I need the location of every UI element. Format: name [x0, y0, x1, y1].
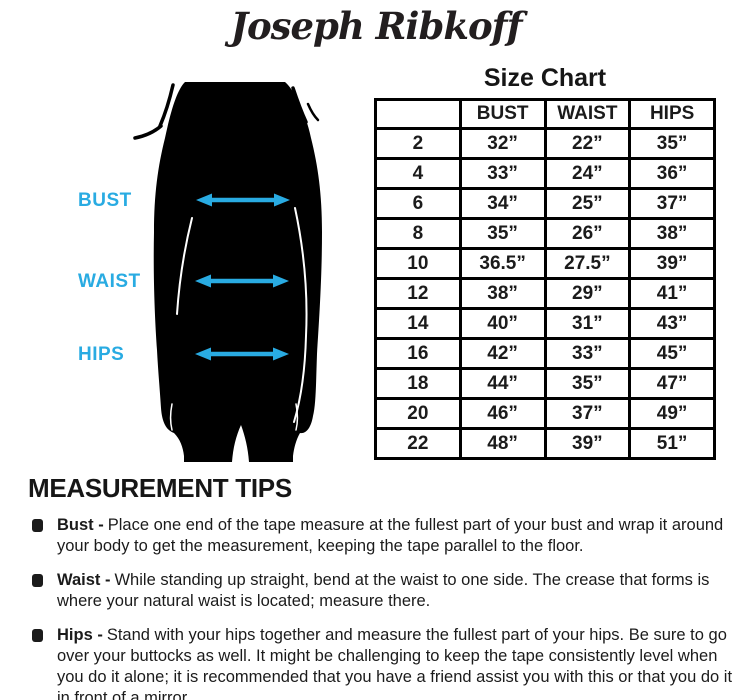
- size-chart-row: 18 44” 35” 47”: [374, 367, 716, 400]
- bust-cell: 34”: [458, 187, 547, 220]
- bust-cell: 48”: [458, 427, 547, 460]
- bust-cell: 46”: [458, 397, 547, 430]
- waist-cell: 24”: [543, 157, 632, 190]
- bullet-icon: [32, 573, 43, 587]
- waist-cell: 22”: [543, 127, 632, 160]
- bust-cell: 35”: [458, 217, 547, 250]
- tip-term: Bust -: [57, 516, 104, 534]
- tip-body: Place one end of the tape measure at the…: [57, 516, 724, 555]
- waist-cell: 27.5”: [543, 247, 632, 280]
- hips-label: HIPS: [78, 344, 125, 365]
- waist-cell: 37”: [543, 397, 632, 430]
- bust-cell: 33”: [458, 157, 547, 190]
- bust-cell: 44”: [458, 367, 547, 400]
- measurement-tips-section: MEASUREMENT TIPS Bust - Place one end of …: [28, 473, 734, 700]
- body-silhouette: [133, 82, 322, 462]
- hips-column-header: HIPS: [628, 98, 716, 130]
- size-chart-table: BUST WAIST HIPS 2 32” 22” 35” 4 33” 24” …: [374, 98, 716, 460]
- size-cell: 10: [374, 247, 462, 280]
- bust-label: BUST: [78, 190, 132, 211]
- size-chart-row: 16 42” 33” 45”: [374, 337, 716, 370]
- hips-cell: 39”: [628, 247, 716, 280]
- brand-logo: Joseph Ribkoff: [230, 4, 522, 48]
- measurement-tips-heading: MEASUREMENT TIPS: [28, 473, 292, 503]
- bust-column-header: BUST: [458, 98, 547, 130]
- body-contour-lines: [169, 207, 308, 431]
- size-cell: 8: [374, 217, 462, 250]
- size-chart-row: 22 48” 39” 51”: [374, 427, 716, 460]
- bust-cell: 42”: [458, 337, 547, 370]
- hips-cell: 36”: [628, 157, 716, 190]
- hair-wisps: [133, 83, 320, 140]
- size-cell: 18: [374, 367, 462, 400]
- size-chart-row: 6 34” 25” 37”: [374, 187, 716, 220]
- size-cell: 6: [374, 187, 462, 220]
- waist-column-header: WAIST: [543, 98, 632, 130]
- tip-text: Waist - While standing up straight, bend …: [57, 570, 733, 612]
- waist-arrow-icon: [195, 274, 289, 288]
- size-chart-title: Size Chart: [483, 64, 607, 92]
- waist-cell: 39”: [543, 427, 632, 460]
- size-chart-row: 20 46” 37” 49”: [374, 397, 716, 430]
- tip-term: Waist -: [57, 570, 111, 589]
- size-cell: 12: [374, 277, 462, 310]
- hips-cell: 38”: [628, 217, 716, 250]
- waist-cell: 35”: [543, 367, 632, 400]
- size-chart-header-row: BUST WAIST HIPS: [374, 98, 716, 130]
- waist-cell: 25”: [543, 187, 632, 220]
- waist-cell: 33”: [543, 337, 632, 370]
- size-cell: 20: [374, 397, 462, 430]
- hips-cell: 51”: [628, 427, 716, 460]
- size-chart-row: 14 40” 31” 43”: [374, 307, 716, 340]
- size-column-header: [374, 98, 462, 130]
- tip-waist: Waist - While standing up straight, bend …: [28, 570, 734, 612]
- hips-cell: 43”: [628, 307, 716, 340]
- size-cell: 16: [374, 337, 462, 370]
- waist-cell: 26”: [543, 217, 632, 250]
- size-chart-row: 12 38” 29” 41”: [374, 277, 716, 310]
- waist-cell: 29”: [543, 277, 632, 310]
- tip-term: Hips -: [57, 625, 103, 644]
- size-chart-row: 10 36.5” 27.5” 39”: [374, 247, 716, 280]
- size-chart-row: 4 33” 24” 36”: [374, 157, 716, 190]
- tip-text: Hips - Stand with your hips together and …: [57, 625, 733, 700]
- size-cell: 2: [374, 127, 462, 160]
- hips-arrow-icon: [195, 347, 289, 361]
- hips-cell: 49”: [628, 397, 716, 430]
- hips-cell: 37”: [628, 187, 716, 220]
- bust-arrow-icon: [196, 193, 290, 207]
- hips-cell: 45”: [628, 337, 716, 370]
- size-chart-row: 2 32” 22” 35”: [374, 127, 716, 160]
- tip-text: Bust - Place one end of the tape measure …: [57, 515, 733, 557]
- size-cell: 22: [374, 427, 462, 460]
- bullet-icon: [32, 519, 43, 532]
- size-chart-section: Size Chart BUST WAIST HIPS 2 32” 22” 35”: [374, 64, 716, 460]
- bust-cell: 38”: [458, 277, 547, 310]
- size-cell: 4: [374, 157, 462, 190]
- tip-body: While standing up straight, bend at the …: [57, 570, 710, 610]
- bust-cell: 36.5”: [458, 247, 547, 280]
- waist-cell: 31”: [543, 307, 632, 340]
- size-cell: 14: [374, 307, 462, 340]
- bullet-icon: [32, 628, 43, 642]
- hips-cell: 41”: [628, 277, 716, 310]
- hips-cell: 47”: [628, 367, 716, 400]
- bust-cell: 32”: [458, 127, 547, 160]
- tip-body: Stand with your hips together and measur…: [57, 625, 733, 700]
- tip-bust: Bust - Place one end of the tape measure …: [28, 515, 734, 557]
- hips-cell: 35”: [628, 127, 716, 160]
- waist-label: WAIST: [78, 271, 141, 292]
- bust-cell: 40”: [458, 307, 547, 340]
- tip-hips: Hips - Stand with your hips together and …: [28, 625, 734, 700]
- size-chart-row: 8 35” 26” 38”: [374, 217, 716, 250]
